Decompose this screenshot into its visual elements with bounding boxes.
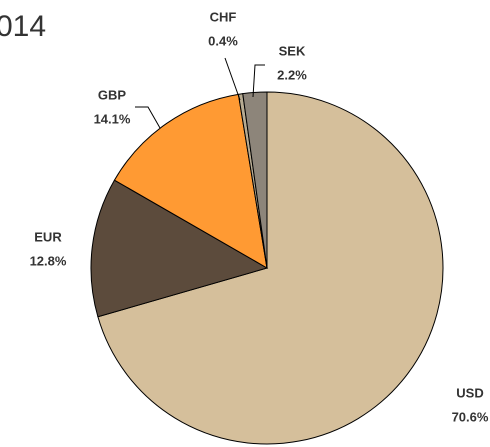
slice-label: USD bbox=[456, 385, 483, 400]
slice-label: SEK bbox=[279, 43, 306, 58]
leader-line bbox=[252, 64, 265, 98]
slice-label: GBP bbox=[98, 87, 127, 102]
slice-value: 0.4% bbox=[208, 33, 238, 48]
pie-slice bbox=[97, 91, 444, 445]
slice-value: 2.2% bbox=[277, 67, 307, 82]
slice-value: 70.6% bbox=[452, 409, 489, 424]
leader-line bbox=[135, 106, 161, 129]
leader-line bbox=[224, 57, 241, 101]
slice-label: CHF bbox=[210, 9, 237, 24]
pie-slice bbox=[90, 179, 269, 318]
slice-label: EUR bbox=[34, 229, 62, 244]
pie-slice bbox=[113, 93, 268, 269]
chart-title: 014 bbox=[0, 10, 46, 43]
pie-slice bbox=[242, 91, 268, 269]
slice-value: 12.8% bbox=[30, 253, 67, 268]
slice-value: 14.1% bbox=[94, 111, 131, 126]
